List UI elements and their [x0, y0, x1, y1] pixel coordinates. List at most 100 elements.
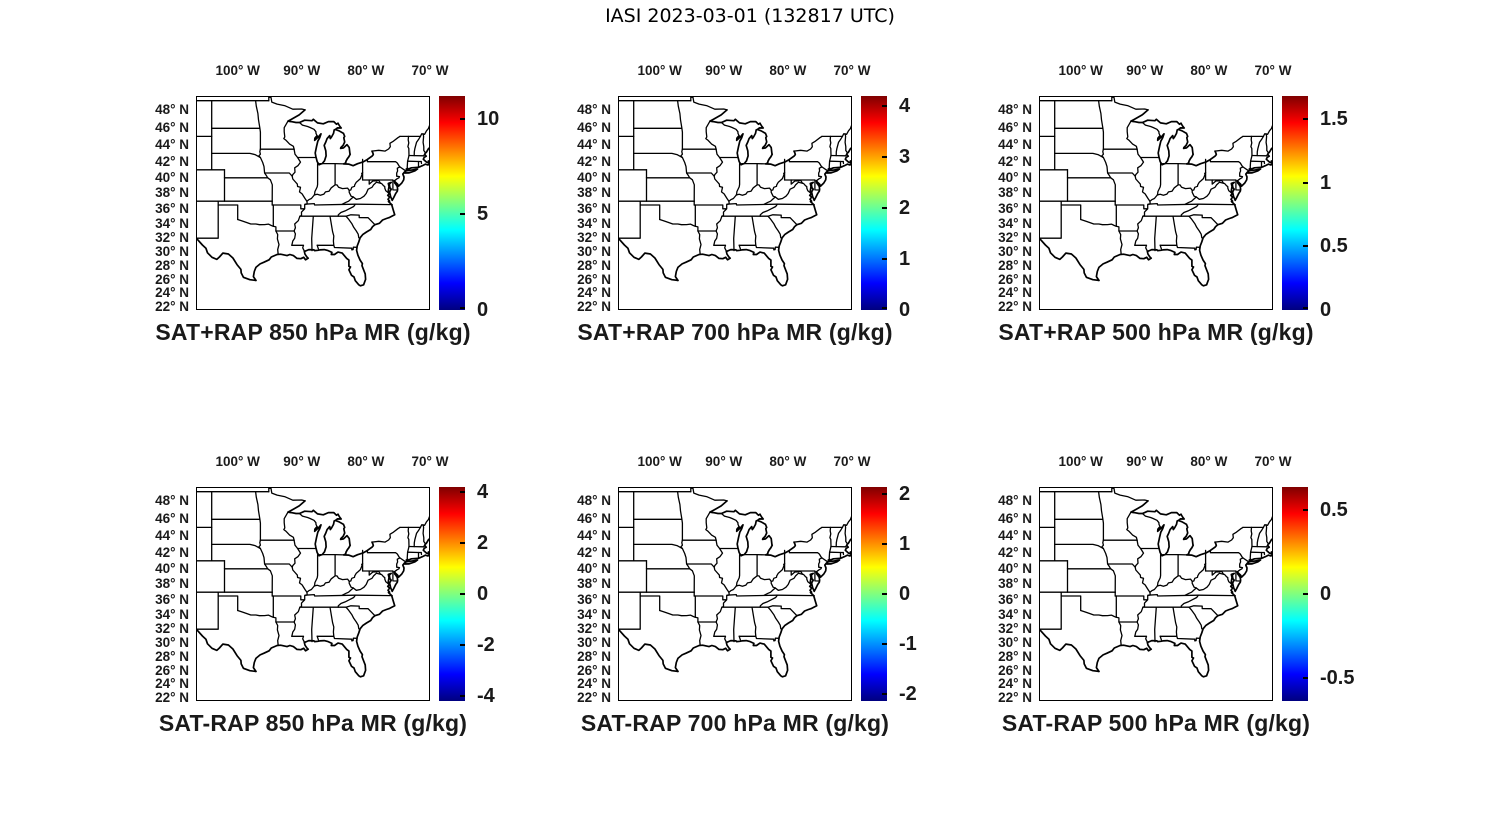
lat-tick-label: 24° N [577, 285, 611, 301]
colorbar-tick-label: 0 [477, 299, 489, 321]
lon-tick-label: 70° W [833, 63, 871, 78]
lat-tick-label: 32° N [155, 230, 189, 246]
panel-sat-minus-rap-700: SAT-RAP 700 hPa MR (g/kg) 100° W 90° W 80°… [577, 454, 917, 736]
lat-tick-label: 40° N [155, 169, 189, 185]
lat-tick-label: 32° N [577, 621, 611, 637]
colorbar-jet [861, 96, 887, 310]
lat-tick-label: 48° N [998, 101, 1032, 117]
lat-tick-label: 48° N [155, 492, 189, 508]
colorbar-tick-label: -4 [477, 684, 495, 707]
lat-tick-label: 34° N [155, 215, 189, 231]
lat-tick-label: 42° N [155, 153, 189, 169]
colorbar-tick-label: -1 [899, 632, 917, 655]
lat-tick-label: 30° N [577, 635, 611, 651]
lat-tick-label: 38° N [577, 576, 611, 592]
lat-tick-label: 26° N [577, 272, 611, 288]
lat-tick-label: 36° N [155, 591, 189, 607]
lat-tick-label: 32° N [998, 230, 1032, 246]
colorbar-jet [1282, 96, 1308, 310]
panel-title: SAT+RAP 700 hPa MR (g/kg) [577, 319, 893, 345]
colorbar-tick-label: 0 [477, 583, 489, 605]
lat-tick-label: 26° N [155, 272, 189, 288]
colorbar-tick-label: 4 [899, 95, 911, 118]
lon-tick-label: 80° W [347, 454, 385, 469]
colorbar-tick-mark [882, 105, 887, 108]
panel-title: SAT-RAP 700 hPa MR (g/kg) [580, 710, 890, 736]
lat-tick-label: 22° N [998, 298, 1032, 314]
lon-tick-label: 70° W [833, 454, 871, 469]
lat-tick-label: 26° N [155, 663, 189, 679]
colorbar-tick-label: 4 [477, 481, 489, 504]
panel-title: SAT+RAP 500 hPa MR (g/kg) [998, 319, 1314, 345]
lat-tick-label: 24° N [998, 676, 1032, 692]
colorbar-tick-mark [882, 493, 887, 496]
lon-tick-label: 100° W [215, 63, 260, 78]
colorbar-tick-label: 0 [899, 299, 911, 321]
lon-tick-label: 80° W [1190, 454, 1228, 469]
colorbar-tick-label: 0 [1320, 299, 1332, 321]
colorbar-tick-mark [460, 213, 465, 216]
panel-title: SAT+RAP 850 hPa MR (g/kg) [155, 319, 471, 345]
colorbar-tick-mark [882, 642, 887, 645]
lat-tick-label: 28° N [998, 649, 1032, 665]
lat-tick-label: 44° N [577, 527, 611, 543]
colorbar-tick-mark [1303, 117, 1308, 120]
lat-tick-label: 44° N [577, 136, 611, 152]
colorbar-tick-mark [882, 258, 887, 261]
lat-tick-label: 36° N [998, 200, 1032, 216]
colorbar-tick-mark [460, 542, 465, 545]
colorbar-tick-label: 1 [899, 248, 911, 271]
lat-tick-label: 40° N [998, 169, 1032, 185]
lat-tick-label: 22° N [577, 298, 611, 314]
panel-sat-minus-rap-850: SAT-RAP 850 hPa MR (g/kg) 100° W 90° W 80°… [155, 454, 495, 736]
lon-tick-label: 80° W [769, 454, 807, 469]
colorbar-tick-mark [460, 643, 465, 646]
panel-title: SAT-RAP 850 hPa MR (g/kg) [158, 710, 468, 736]
colorbar-tick-label: 2 [899, 197, 911, 220]
lon-tick-label: 90° W [705, 63, 743, 78]
colorbar-tick-label: 2 [899, 483, 911, 506]
lat-tick-label: 46° N [155, 510, 189, 526]
lat-tick-label: 34° N [155, 606, 189, 622]
lat-tick-label: 42° N [998, 153, 1032, 169]
lat-tick-label: 26° N [998, 663, 1032, 679]
lon-tick-label: 80° W [1190, 63, 1228, 78]
lat-tick-label: 28° N [155, 258, 189, 274]
colorbar-tick-label: -0.5 [1320, 666, 1355, 689]
colorbar-tick-mark [460, 307, 465, 309]
colorbar-tick-mark [1303, 181, 1308, 184]
colorbar-tick-mark [1303, 245, 1308, 248]
lat-tick-label: 38° N [155, 185, 189, 201]
map-frame [196, 487, 430, 701]
lat-tick-label: 46° N [998, 510, 1032, 526]
lat-tick-label: 36° N [155, 200, 189, 216]
lat-tick-label: 44° N [998, 527, 1032, 543]
colorbar-tick-mark [882, 593, 887, 595]
lat-tick-label: 44° N [998, 136, 1032, 152]
colorbar-tick-label: 3 [899, 146, 911, 169]
us-states-map [1039, 96, 1273, 310]
lat-tick-label: 46° N [155, 119, 189, 135]
lat-tick-label: 48° N [577, 492, 611, 508]
map-frame [1039, 487, 1273, 701]
colorbar-tick-label: 2 [477, 532, 489, 555]
lat-tick-label: 30° N [998, 635, 1032, 651]
lon-tick-label: 70° W [1254, 63, 1292, 78]
lat-tick-label: 48° N [155, 101, 189, 117]
us-states-map [618, 96, 852, 310]
lat-tick-label: 32° N [155, 621, 189, 637]
lat-tick-label: 30° N [577, 244, 611, 260]
lat-tick-label: 44° N [155, 136, 189, 152]
panel-sat-plus-rap-850: SAT+RAP 850 hPa MR (g/kg) 100° W 90° W 80°… [155, 63, 499, 345]
lon-tick-label: 100° W [637, 454, 682, 469]
lon-tick-label: 100° W [637, 63, 682, 78]
lat-tick-label: 32° N [998, 621, 1032, 637]
lat-tick-label: 34° N [577, 215, 611, 231]
lon-tick-label: 70° W [411, 63, 449, 78]
colorbar-jet [439, 96, 465, 310]
colorbar-tick-mark [882, 307, 887, 309]
lat-tick-label: 28° N [155, 649, 189, 665]
colorbar-tick-label: 0 [899, 583, 911, 605]
lat-tick-label: 36° N [998, 591, 1032, 607]
